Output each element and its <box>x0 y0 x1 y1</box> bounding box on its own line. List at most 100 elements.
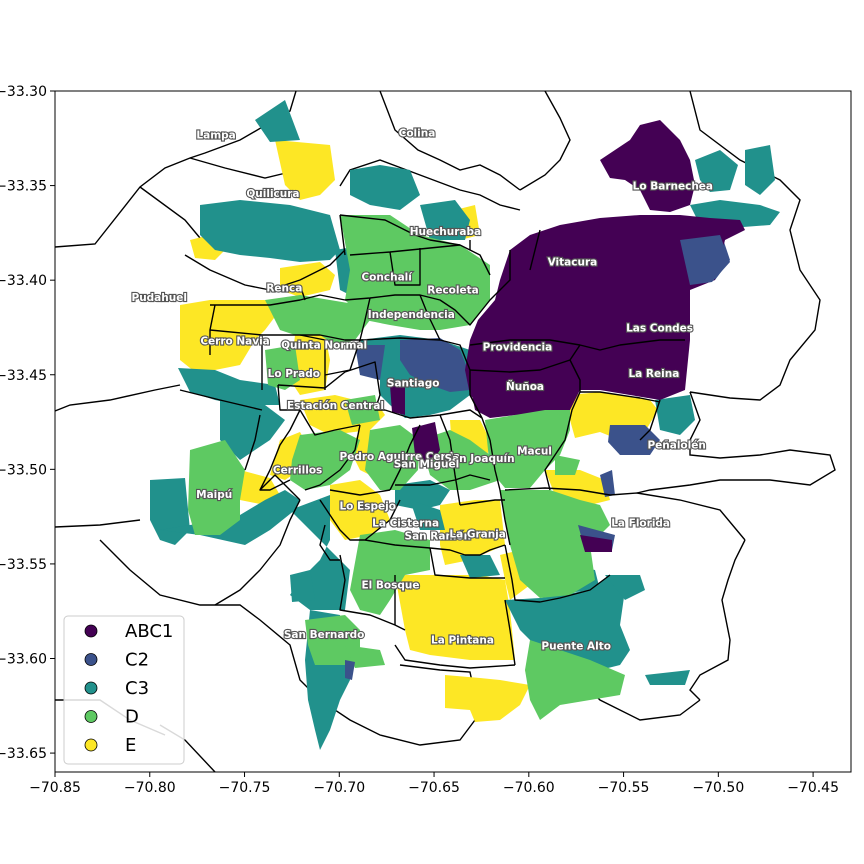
axes-frame <box>54 90 852 773</box>
region-abc1 <box>600 120 695 212</box>
legend-label: ABC1 <box>125 621 173 642</box>
comuna-label: Pudahuel <box>132 292 187 304</box>
comuna-label: Las Condes <box>626 322 693 334</box>
region-d <box>350 530 430 615</box>
legend-label: C3 <box>125 678 149 699</box>
x-tick-label: −70.60 <box>503 780 555 796</box>
region-e <box>330 480 390 540</box>
region-d <box>365 425 420 490</box>
x-axis: −70.85 −70.80 −70.75 −70.70 −70.65 −70.60 −70.… <box>29 772 839 796</box>
comuna-label: Lo Barnechea <box>633 181 713 193</box>
comuna-label: Puente Alto <box>541 640 611 652</box>
legend-marker <box>84 653 98 666</box>
region-d <box>555 455 580 475</box>
region-c3 <box>420 200 470 240</box>
region-c3 <box>395 480 450 510</box>
region-c3 <box>350 165 420 210</box>
x-tick-label: −70.75 <box>219 780 271 796</box>
legend-marker <box>84 681 98 695</box>
region-d <box>485 405 570 488</box>
legend-box <box>63 615 185 765</box>
region-c3 <box>695 150 738 192</box>
region-d <box>420 430 500 490</box>
region-c2 <box>400 338 470 392</box>
comuna-label: Lampa <box>196 130 235 142</box>
x-tick-label: −70.85 <box>29 780 81 796</box>
comuna-label: Cerro Navia <box>200 336 269 348</box>
y-axis: −33.30 −33.35 −33.40 −33.45 −33.50 −33.55 −33.… <box>0 84 55 762</box>
region-d <box>290 430 360 490</box>
comuna-label: Quilicura <box>246 188 299 200</box>
region-c3 <box>255 100 300 142</box>
comuna-label: Santiago <box>387 377 440 389</box>
region-c3 <box>745 145 775 195</box>
comuna-label: Lo Prado <box>268 368 320 380</box>
region-c3 <box>220 400 285 460</box>
region-e <box>180 300 280 372</box>
region-e <box>440 500 505 565</box>
region-c3 <box>150 478 190 545</box>
legend-marker <box>84 624 98 638</box>
region-abc1 <box>580 535 612 552</box>
comuna-label: Pedro Aguirre Cerda <box>340 451 461 463</box>
region-d <box>525 640 625 720</box>
comuna-label: Quinta Normal <box>281 339 367 351</box>
comuna-label: La Granja <box>449 529 505 541</box>
y-tick-label: −33.55 <box>0 557 47 573</box>
region-c3 <box>460 555 500 578</box>
region-e <box>395 575 515 660</box>
comuna-label: Vitacura <box>548 256 598 268</box>
y-tick-label: −33.50 <box>0 462 47 478</box>
comuna-label: San Miguel <box>394 459 460 471</box>
comuna-label: El Bosque <box>361 580 419 592</box>
region-abc1 <box>472 395 515 418</box>
legend-label: E <box>125 735 136 756</box>
comuna-label: Macul <box>517 445 552 457</box>
y-tick-label: −33.65 <box>0 746 47 762</box>
comuna-label: Colina <box>399 128 436 140</box>
comuna-label: Ñuñoa <box>506 380 544 393</box>
region-abc1 <box>680 235 730 285</box>
y-tick-label: −33.45 <box>0 368 47 384</box>
region-c2 <box>600 470 615 497</box>
region-d <box>188 440 245 535</box>
legend-marker <box>84 710 98 723</box>
region-e <box>240 470 280 505</box>
region-c3 <box>200 200 340 262</box>
choropleth-layer <box>55 91 836 772</box>
region-e <box>445 675 530 722</box>
region-c2 <box>355 345 385 380</box>
x-tick-label: −70.45 <box>787 780 839 796</box>
legend-marker <box>84 738 98 752</box>
comuna-label: San Bernardo <box>284 629 365 641</box>
region-d <box>345 645 385 668</box>
region-c3 <box>655 395 695 435</box>
comuna-labels: Lampa Colina Lo Barnechea Quilicura Huechura… <box>130 127 714 654</box>
y-tick-label: −33.30 <box>0 84 47 100</box>
comuna-label: La Florida <box>611 517 670 529</box>
region-c2 <box>345 660 355 680</box>
outer-boundaries <box>55 91 836 772</box>
comuna-label: Lo Espejo <box>339 500 395 512</box>
region-d <box>265 345 300 390</box>
y-tick-label: −33.35 <box>0 179 47 195</box>
comuna-label: Providencia <box>483 341 553 353</box>
x-tick-label: −70.70 <box>313 780 365 796</box>
comuna-label: Huechuraba <box>410 226 481 238</box>
region-abc1 <box>390 385 405 415</box>
comuna-label: Independencia <box>368 309 455 321</box>
comuna-label: Renca <box>266 283 302 295</box>
comuna-label: La Cisterna <box>372 517 439 529</box>
region-d <box>500 490 610 598</box>
region-d <box>265 295 370 345</box>
x-tick-label: −70.50 <box>692 780 744 796</box>
comuna-label: La Pintana <box>431 635 494 647</box>
comuna-label: Conchalí <box>361 271 413 283</box>
x-tick-label: −70.65 <box>408 780 460 796</box>
region-d <box>345 395 380 425</box>
comuna-label: Recoleta <box>427 285 478 297</box>
region-c3 <box>645 670 690 685</box>
region-abc1 <box>465 215 745 415</box>
y-tick-label: −33.40 <box>0 273 47 289</box>
